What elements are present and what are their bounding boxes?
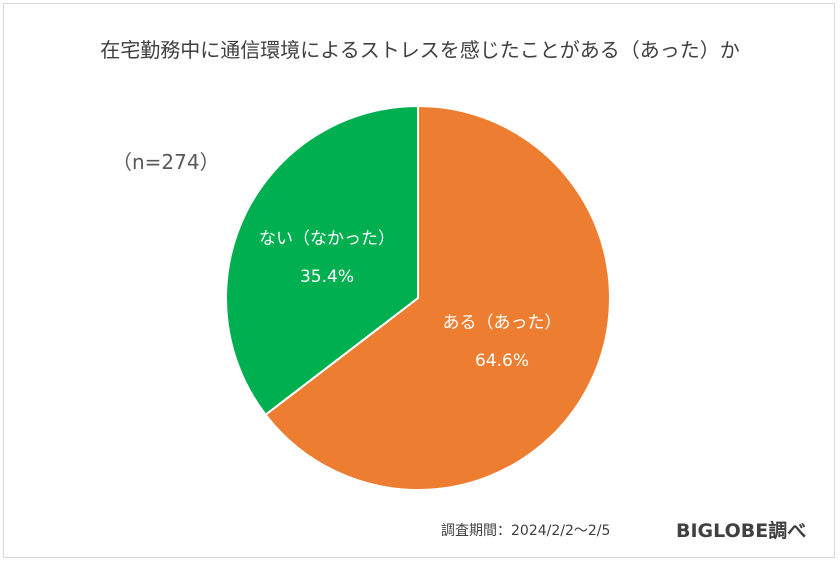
source-brand: BIGLOBE調べ xyxy=(676,520,807,542)
sample-size-label: （n=274） xyxy=(112,150,220,174)
slice-value-label: 64.6% xyxy=(475,351,529,371)
chart-title: 在宅勤務中に通信環境によるストレスを感じたことがある（あった）か xyxy=(100,38,740,62)
slice-category-label: ある（あった） xyxy=(443,313,562,333)
survey-period: 調査期間：2024/2/2～2/5 xyxy=(441,523,611,539)
pie-slice-1 xyxy=(264,104,611,491)
pie-slice-2 xyxy=(225,104,419,417)
slice-category-label: ない（なかった） xyxy=(259,229,395,249)
slice-value-label: 35.4% xyxy=(300,267,354,287)
